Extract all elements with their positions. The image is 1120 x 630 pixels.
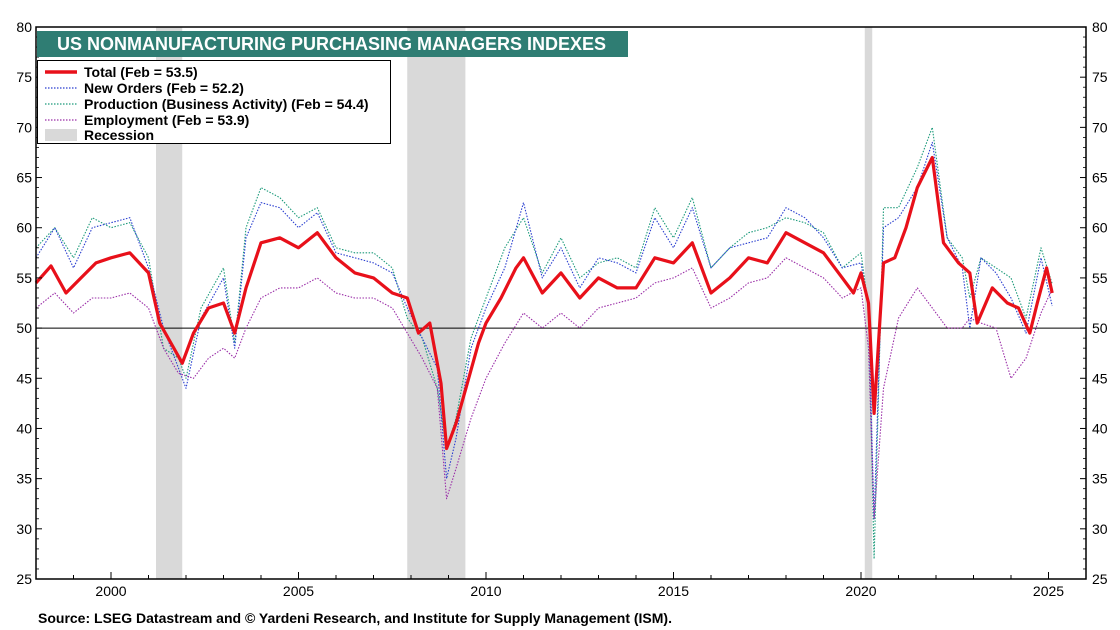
- y-tick-label-right-50: 50: [1092, 320, 1108, 336]
- recession-band-1: [407, 27, 466, 579]
- left-y-axis: 25 30 35 40 45 50 55 60 65 70 75 80: [16, 19, 42, 587]
- legend-item-production: Production (Business Activity) (Feb = 54…: [44, 96, 369, 112]
- series-layer: [34, 126, 1054, 560]
- y-tick-label-right-75: 75: [1092, 69, 1108, 85]
- series-line-total: [34, 155, 1054, 451]
- y-tick-label-right-80: 80: [1092, 19, 1108, 35]
- y-tick-label-left-55: 55: [16, 270, 32, 286]
- y-tick-label-right-65: 65: [1092, 170, 1108, 186]
- x-tick-label-2020: 2020: [845, 583, 876, 599]
- y-tick-label-left-65: 65: [16, 170, 32, 186]
- y-tick-label-right-25: 25: [1092, 571, 1108, 587]
- y-tick-label-left-70: 70: [16, 119, 32, 135]
- x-tick-label-2025: 2025: [1033, 583, 1064, 599]
- source-note: Source: LSEG Datastream and © Yardeni Re…: [38, 610, 672, 626]
- y-tick-label-right-40: 40: [1092, 420, 1108, 436]
- y-tick-label-left-25: 25: [16, 571, 32, 587]
- legend-item-total: Total (Feb = 53.5): [44, 64, 198, 80]
- series-line-production: [35, 126, 1053, 560]
- legend: Total (Feb = 53.5) New Orders (Feb = 52.…: [37, 60, 391, 144]
- y-tick-label-right-70: 70: [1092, 119, 1108, 135]
- series-line-employment: [35, 257, 1053, 520]
- right-y-axis: 25 30 35 40 45 50 55 60 65 70 75 80: [1080, 19, 1108, 587]
- legend-item-recession: Recession: [44, 127, 154, 143]
- y-tick-label-left-50: 50: [16, 320, 32, 336]
- legend-swatch-employment: [45, 119, 77, 121]
- legend-label-recession: Recession: [84, 127, 155, 143]
- y-tick-label-right-55: 55: [1092, 270, 1108, 286]
- y-tick-label-left-35: 35: [16, 471, 32, 487]
- legend-swatch-recession: [45, 129, 77, 141]
- y-tick-label-left-80: 80: [16, 19, 32, 35]
- legend-swatch-total: [45, 70, 77, 74]
- legend-swatch-production: [45, 103, 77, 105]
- x-tick-label-2015: 2015: [658, 583, 689, 599]
- x-axis: 2000 2005 2010 2015 2020 2025: [35, 572, 1064, 599]
- legend-label-employment: Employment (Feb = 53.9): [84, 112, 250, 128]
- legend-item-employment: Employment (Feb = 53.9): [44, 112, 249, 128]
- chart-title: US NONMANUFACTURING PURCHASING MANAGERS …: [37, 31, 628, 57]
- legend-swatch-new-orders: [45, 87, 77, 89]
- y-tick-label-right-30: 30: [1092, 521, 1108, 537]
- y-tick-label-left-45: 45: [16, 370, 32, 386]
- legend-label-production: Production (Business Activity) (Feb = 54…: [84, 96, 369, 112]
- legend-item-new-orders: New Orders (Feb = 52.2): [44, 80, 244, 96]
- y-tick-label-right-45: 45: [1092, 370, 1108, 386]
- y-tick-label-right-60: 60: [1092, 220, 1108, 236]
- y-tick-label-left-60: 60: [16, 220, 32, 236]
- legend-label-new-orders: New Orders (Feb = 52.2): [84, 80, 244, 96]
- y-tick-label-left-30: 30: [16, 521, 32, 537]
- series-line-new_orders: [35, 141, 1053, 520]
- legend-label-total: Total (Feb = 53.5): [84, 64, 198, 80]
- y-tick-label-right-35: 35: [1092, 471, 1108, 487]
- x-tick-label-2005: 2005: [283, 583, 314, 599]
- y-tick-label-left-40: 40: [16, 420, 32, 436]
- x-tick-label-2010: 2010: [470, 583, 501, 599]
- y-tick-label-left-75: 75: [16, 69, 32, 85]
- x-tick-label-2000: 2000: [95, 583, 126, 599]
